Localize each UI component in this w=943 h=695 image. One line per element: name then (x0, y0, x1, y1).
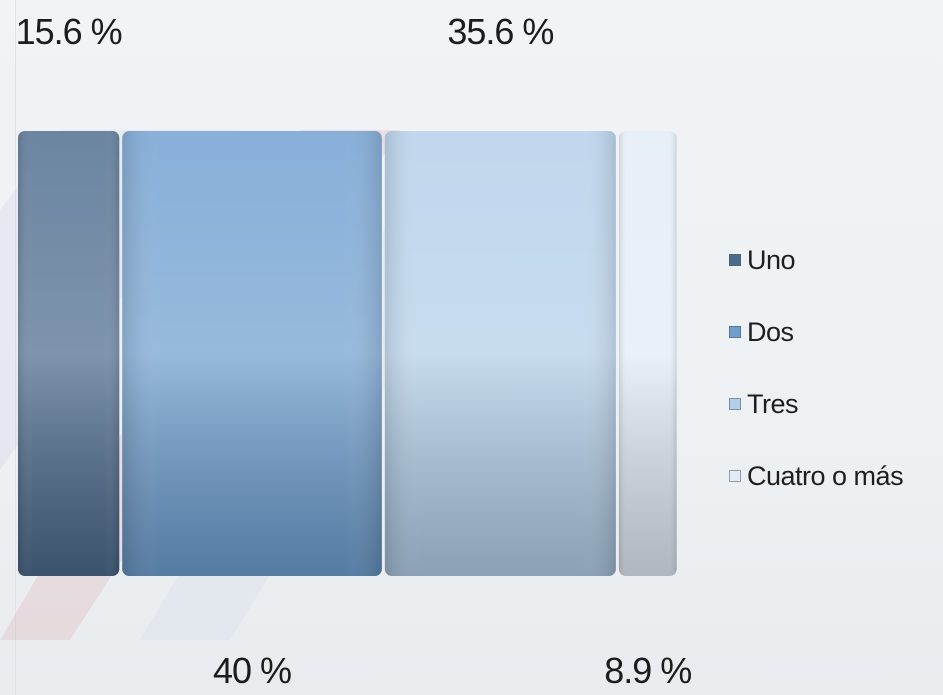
legend: Uno Dos Tres Cuatro o más (729, 224, 943, 512)
data-label-uno: 15.6 % (16, 11, 122, 52)
legend-label-dos: Dos (747, 316, 794, 347)
data-label-tres: 35.6 % (447, 11, 553, 52)
legend-label-uno: Uno (747, 244, 796, 275)
data-label-dos: 40 % (213, 650, 291, 691)
legend-item-uno: Uno (729, 224, 943, 296)
bar-segment-cuatro-o-mas (618, 131, 677, 576)
legend-item-dos: Dos (729, 296, 943, 368)
legend-swatch-dos (729, 326, 741, 338)
legend-item-tres: Tres (729, 368, 943, 440)
legend-swatch-uno (729, 254, 741, 266)
bar-segment-dos (122, 131, 382, 576)
legend-swatch-tres (729, 398, 741, 410)
bar-edge-cuatro-o-mas (618, 131, 677, 576)
legend-label-cuatro-o-mas: Cuatro o más (747, 460, 904, 491)
bar-edge-uno (18, 131, 120, 576)
legend-swatch-cuatro-o-mas (729, 470, 741, 482)
left-rule (15, 0, 16, 695)
data-label-cuatro-o-mas: 8.9 % (604, 650, 691, 691)
bar-segment-uno (18, 131, 120, 576)
bar-edge-dos (122, 131, 382, 576)
legend-item-cuatro-o-mas: Cuatro o más (729, 440, 943, 512)
bar-edge-tres (384, 131, 616, 576)
bar-segment-tres (384, 131, 616, 576)
legend-label-tres: Tres (747, 388, 799, 419)
